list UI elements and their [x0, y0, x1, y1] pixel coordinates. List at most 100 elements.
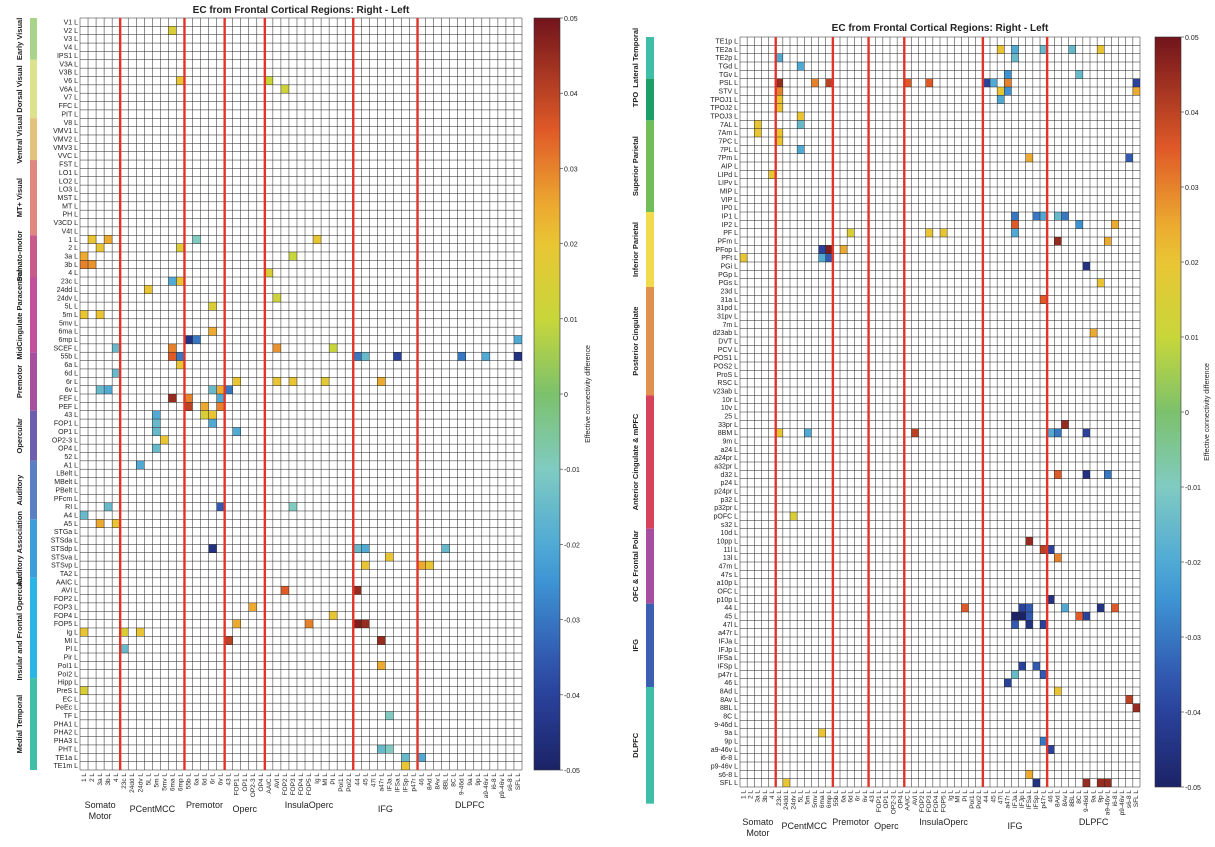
row-group-band — [30, 118, 37, 161]
row-label: EC L — [62, 696, 78, 703]
row-label: AIP L — [721, 164, 738, 171]
row-label: 24dd L — [57, 287, 79, 294]
row-group-band — [646, 37, 654, 79]
heatmap-cell — [361, 619, 370, 628]
heatmap-cell — [775, 53, 783, 62]
heatmap-cell — [775, 95, 783, 104]
heatmap-cell — [1054, 470, 1062, 479]
row-label: AAIC L — [56, 579, 78, 586]
column-label: 6v L — [218, 773, 225, 786]
row-label: a32pr L — [714, 464, 738, 471]
heatmap-cell — [200, 402, 209, 411]
column-label: FOP3 L — [290, 773, 297, 796]
heatmap-cell — [104, 502, 113, 511]
row-label: PH L — [62, 212, 78, 219]
row-group-label: Insular and Frontal Opercular — [15, 575, 24, 680]
column-label: IFSp L — [1033, 790, 1040, 810]
column-group-label: Premotor — [832, 817, 869, 827]
row-label: STSvp L — [51, 563, 78, 570]
row-label: V4t L — [62, 228, 78, 235]
heatmap-cell — [224, 636, 233, 645]
row-group-band — [646, 528, 654, 604]
heatmap-cell — [136, 627, 145, 637]
row-label: 10v L — [721, 405, 738, 412]
column-group-label: InsulaOperc — [285, 800, 334, 810]
heatmap-cell — [176, 76, 185, 85]
column-label: OP2-3 L — [250, 773, 257, 798]
heatmap-cell — [818, 728, 826, 737]
heatmap-cell — [264, 76, 273, 85]
row-label: POS2 L — [713, 364, 738, 371]
column-label: FOP4 L — [933, 790, 940, 813]
heatmap-cell — [361, 544, 370, 553]
row-label: 3a L — [64, 253, 78, 260]
row-label: a47r L — [718, 630, 738, 637]
row-label: IFSp L — [717, 664, 738, 671]
row-label: STSdp L — [51, 546, 78, 553]
row-group-band — [646, 287, 654, 396]
heatmap-cell — [1061, 603, 1069, 612]
row-label: V7 L — [64, 95, 79, 102]
column-label: 9p L — [1098, 790, 1105, 803]
row-label: VMV1 L — [53, 128, 78, 135]
column-label: AAIC L — [266, 773, 273, 794]
heatmap-cell — [184, 335, 193, 344]
column-label: 47l L — [998, 790, 1005, 804]
colorbar-tick-label: 0.05 — [564, 16, 578, 23]
row-label: V8 L — [64, 120, 79, 127]
column-label: 8C L — [1076, 790, 1083, 804]
row-label: 47m L — [719, 564, 739, 571]
column-label: 5m L — [805, 790, 812, 805]
column-label: FOP2 L — [282, 773, 289, 796]
row-label: 24dv L — [57, 295, 78, 302]
row-group-band — [30, 59, 37, 119]
row-group-label: Auditory Association — [15, 511, 24, 587]
colorbar-tick-label: 0.04 — [1185, 110, 1199, 117]
heatmap-cell — [321, 377, 330, 386]
column-label: 4 L — [769, 790, 776, 799]
heatmap-cell — [1011, 670, 1019, 679]
column-label: s6-8 L — [1126, 790, 1133, 808]
heatmap-cell — [329, 611, 338, 620]
heatmap-cell — [1104, 237, 1112, 246]
heatmap-cell — [1040, 670, 1048, 679]
row-label: MST L — [58, 195, 79, 202]
row-label: FOP3 L — [54, 604, 78, 611]
row-label: a24 L — [720, 447, 738, 454]
column-label: p47r L — [1040, 790, 1047, 809]
heatmap-cell — [1068, 45, 1076, 54]
column-label: s6-8 L — [507, 773, 514, 791]
heatmap-cell — [168, 352, 177, 361]
row-label: TPOJ3 L — [710, 114, 738, 121]
row-label: OFC L — [717, 589, 738, 596]
column-group-label: Somato Motor — [85, 800, 116, 821]
row-label: 44 L — [724, 605, 738, 612]
row-label: MT L — [62, 203, 78, 210]
row-label: pOFC L — [713, 514, 738, 521]
row-label: 31pv L — [717, 314, 738, 321]
row-label: 8C L — [723, 714, 738, 721]
row-label: a9-46v L — [711, 747, 738, 754]
heatmap-cell — [1004, 678, 1012, 687]
column-label: 8BL L — [443, 773, 450, 790]
heatmap-cell — [104, 385, 113, 394]
row-label: 7Am L — [718, 130, 738, 137]
heatmap-cell — [797, 145, 805, 154]
column-label: a9-46v L — [483, 773, 490, 799]
row-label: FOP5 L — [54, 621, 78, 628]
heatmap-cell — [825, 78, 833, 87]
column-label: SFL L — [515, 773, 522, 790]
column-label: a47r L — [378, 773, 385, 792]
row-label: p32 L — [720, 497, 738, 504]
row-group-band — [30, 577, 37, 679]
colorbar-tick-label: 0.02 — [1185, 260, 1199, 267]
row-label: TE1m L — [53, 763, 78, 770]
column-label: OP1 L — [883, 790, 890, 809]
heatmap-cell — [1018, 603, 1026, 612]
row-label: PEF L — [59, 404, 79, 411]
heatmap-cell — [1025, 537, 1033, 546]
row-label: PCV L — [718, 347, 738, 354]
heatmap-cell — [248, 602, 257, 612]
heatmap-cell — [401, 761, 410, 770]
heatmap-cell — [790, 512, 798, 521]
